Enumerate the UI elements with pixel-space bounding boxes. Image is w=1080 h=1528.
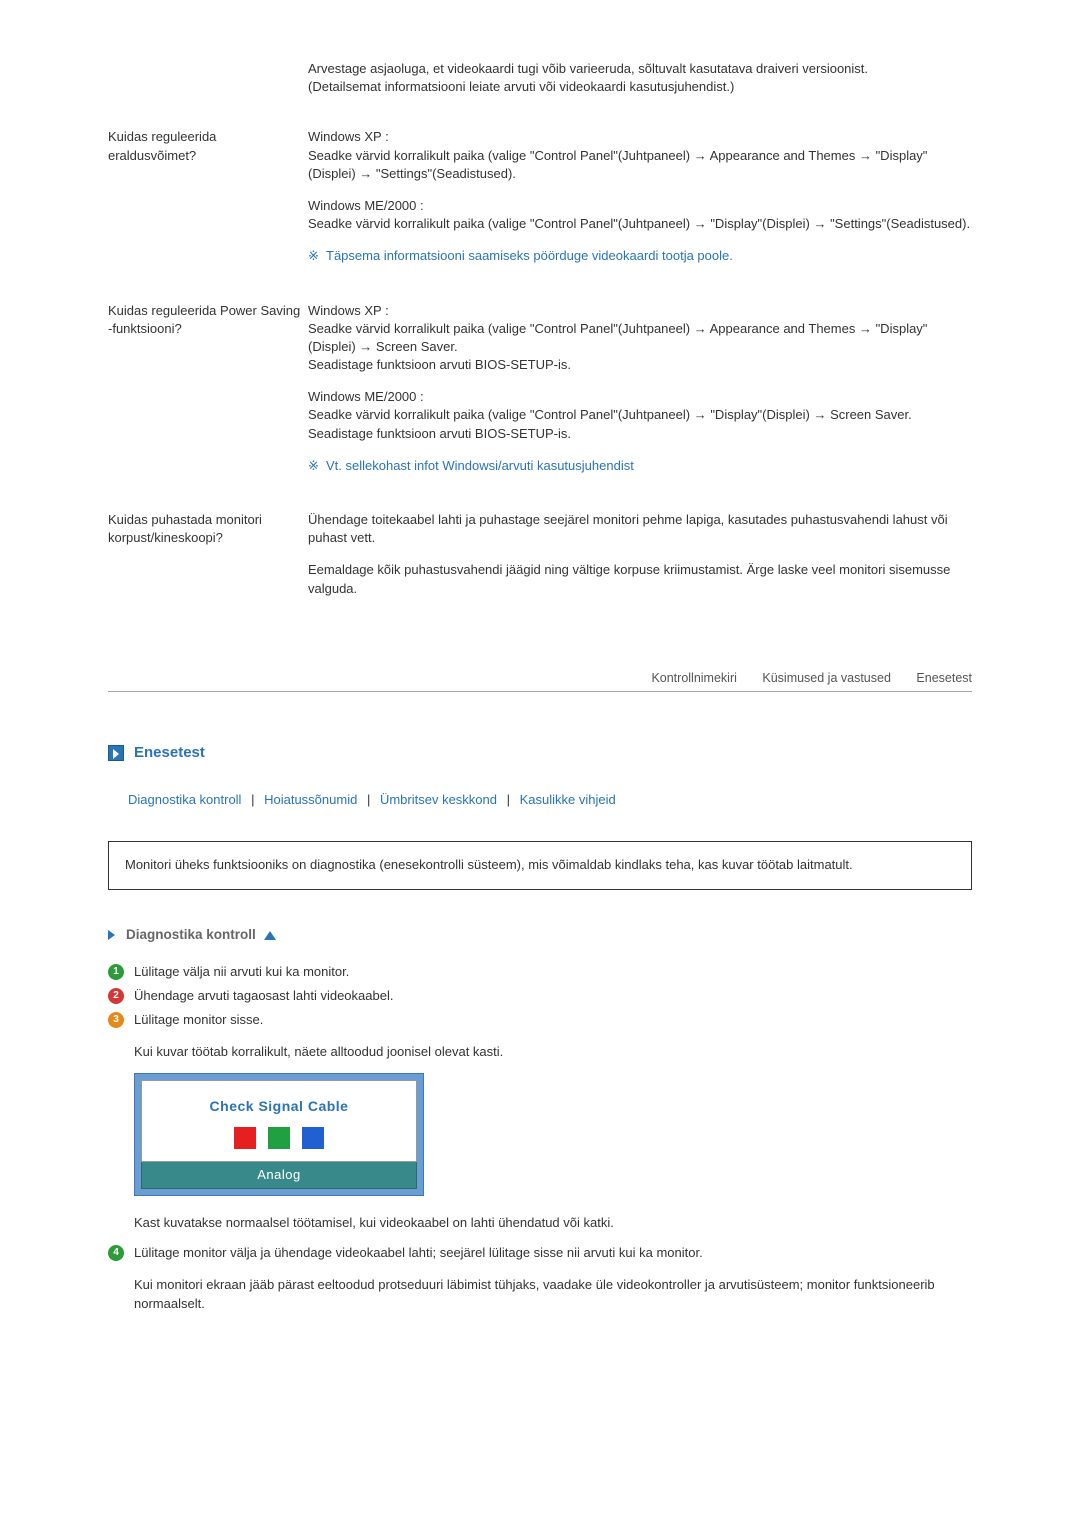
- step-item: 4 Lülitage monitor välja ja ühendage vid…: [108, 1244, 972, 1262]
- step-subtext: Kui kuvar töötab korralikult, näete allt…: [134, 1043, 972, 1061]
- qa-answer-text: Windows ME/2000 : Seadke värvid korralik…: [308, 388, 972, 443]
- section-title: Enesetest: [134, 742, 205, 763]
- page-container: Arvestage asjaoluga, et videokaardi tugi…: [0, 0, 1080, 1385]
- tab-checklist[interactable]: Kontrollnimekiri: [651, 671, 736, 685]
- separator: |: [507, 792, 510, 807]
- signal-title: Check Signal Cable: [142, 1097, 416, 1117]
- nav-tabs: Kontrollnimekiri Küsimused ja vastused E…: [108, 670, 972, 693]
- step-text: Ühendage arvuti tagaosast lahti videokaa…: [134, 987, 972, 1005]
- qa-answer-text: Windows ME/2000 : Seadke värvid korralik…: [308, 197, 972, 233]
- signal-inner: Check Signal Cable: [141, 1080, 417, 1162]
- qa-question: Kuidas reguleerida eraldusvõimet?: [108, 128, 308, 283]
- qa-row: Kuidas reguleerida eraldusvõimet? Window…: [108, 128, 972, 283]
- step-text: Lülitage monitor välja ja ühendage video…: [134, 1244, 972, 1262]
- qa-answer-text: Ühendage toitekaabel lahti ja puhastage …: [308, 511, 972, 547]
- qa-answer-text: Windows XP : Seadke värvid korralikult p…: [308, 128, 972, 183]
- qa-answer-cell: Windows XP : Seadke värvid korralikult p…: [308, 128, 972, 283]
- green-square-icon: [268, 1127, 290, 1149]
- signal-box: Check Signal Cable Analog: [134, 1073, 424, 1196]
- sub-section-title: Diagnostika kontroll: [126, 926, 256, 945]
- qa-answer-text: Eemaldage kõik puhastusvahendi jäägid ni…: [308, 561, 972, 597]
- step-subtext: Kui monitori ekraan jääb pärast eeltoodu…: [134, 1276, 972, 1312]
- link-tips[interactable]: Kasulikke vihjeid: [520, 792, 616, 807]
- sub-section-header: Diagnostika kontroll: [108, 926, 972, 945]
- intro-text: Monitori üheks funktsiooniks on diagnost…: [125, 857, 853, 872]
- qa-table: Arvestage asjaoluga, et videokaardi tugi…: [108, 60, 972, 630]
- tab-qa[interactable]: Küsimused ja vastused: [762, 671, 891, 685]
- steps-list-2: 4 Lülitage monitor välja ja ühendage vid…: [108, 1244, 972, 1262]
- step-item: 1 Lülitage välja nii arvuti kui ka monit…: [108, 963, 972, 981]
- link-warnings[interactable]: Hoiatussõnumid: [264, 792, 357, 807]
- steps-list: 1 Lülitage välja nii arvuti kui ka monit…: [108, 963, 972, 1030]
- qa-row: Arvestage asjaoluga, et videokaardi tugi…: [108, 60, 972, 128]
- qa-question: [108, 60, 308, 128]
- qa-row: Kuidas reguleerida Power Saving -funktsi…: [108, 302, 972, 494]
- qa-answer-text: Arvestage asjaoluga, et videokaardi tugi…: [308, 60, 972, 96]
- note-text: Vt. sellekohast infot Windowsi/arvuti ka…: [326, 458, 634, 473]
- triangle-right-icon: [108, 930, 118, 940]
- blue-square-icon: [302, 1127, 324, 1149]
- qa-question: Kuidas puhastada monitori korpust/kinesk…: [108, 511, 308, 630]
- triangle-up-icon[interactable]: [264, 931, 276, 940]
- color-squares: [142, 1127, 416, 1149]
- qa-question: Kuidas reguleerida Power Saving -funktsi…: [108, 302, 308, 494]
- step-badge-4-icon: 4: [108, 1245, 124, 1261]
- note-icon: ※: [308, 457, 319, 475]
- qa-note: ※ Vt. sellekohast infot Windowsi/arvuti …: [308, 457, 972, 475]
- step-badge-1-icon: 1: [108, 964, 124, 980]
- note-text: Täpsema informatsiooni saamiseks pöördug…: [326, 248, 733, 263]
- section-header: Enesetest: [108, 742, 972, 763]
- step-text: Lülitage välja nii arvuti kui ka monitor…: [134, 963, 972, 981]
- step-badge-2-icon: 2: [108, 988, 124, 1004]
- qa-answer-cell: Windows XP : Seadke värvid korralikult p…: [308, 302, 972, 494]
- qa-row: Kuidas puhastada monitori korpust/kinesk…: [108, 511, 972, 630]
- red-square-icon: [234, 1127, 256, 1149]
- link-environment[interactable]: Ümbritsev keskkond: [380, 792, 497, 807]
- separator: |: [367, 792, 370, 807]
- step-item: 2 Ühendage arvuti tagaosast lahti videok…: [108, 987, 972, 1005]
- play-icon: [108, 745, 124, 761]
- tab-selftest[interactable]: Enesetest: [916, 671, 972, 685]
- after-box-text: Kast kuvatakse normaalsel töötamisel, ku…: [134, 1214, 972, 1232]
- qa-note: ※ Täpsema informatsiooni saamiseks pöörd…: [308, 247, 972, 265]
- qa-answer-cell: Ühendage toitekaabel lahti ja puhastage …: [308, 511, 972, 630]
- signal-footer: Analog: [141, 1162, 417, 1189]
- sublinks: Diagnostika kontroll | Hoiatussõnumid | …: [128, 791, 972, 809]
- link-diagnostics[interactable]: Diagnostika kontroll: [128, 792, 241, 807]
- qa-answer-text: Windows XP : Seadke värvid korralikult p…: [308, 302, 972, 375]
- step-badge-3-icon: 3: [108, 1012, 124, 1028]
- step-item: 3 Lülitage monitor sisse.: [108, 1011, 972, 1029]
- qa-answer-cell: Arvestage asjaoluga, et videokaardi tugi…: [308, 60, 972, 128]
- separator: |: [251, 792, 254, 807]
- step-text: Lülitage monitor sisse.: [134, 1011, 972, 1029]
- note-icon: ※: [308, 247, 319, 265]
- intro-box: Monitori üheks funktsiooniks on diagnost…: [108, 841, 972, 889]
